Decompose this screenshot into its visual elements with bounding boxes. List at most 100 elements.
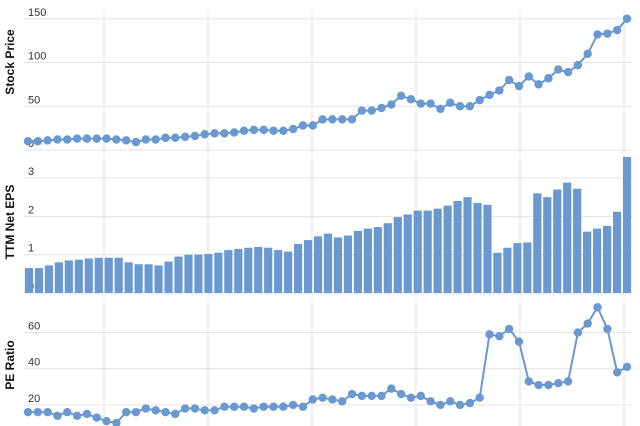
stock-price-data-point <box>583 49 592 58</box>
ttm-net-eps-bar <box>593 228 602 293</box>
stock-price-data-point <box>338 115 347 124</box>
pe-ratio-data-point <box>475 393 484 402</box>
stock-price-data-point <box>318 115 327 124</box>
stock-price-data-point <box>53 135 62 144</box>
stock-price-data-point <box>387 100 396 109</box>
stock-price-data-point <box>328 115 337 124</box>
ttm-net-eps-bar <box>533 193 542 293</box>
ttm-net-eps-bar <box>583 231 592 293</box>
stock-price-data-point <box>396 91 406 100</box>
ttm-net-eps-bar <box>343 235 353 293</box>
stock-price-data-point <box>279 126 288 135</box>
pe-ratio-data-point <box>151 406 160 415</box>
stock-price-data-point <box>563 67 573 77</box>
stock-price-data-point <box>121 136 131 145</box>
pe-ratio-data-point <box>239 402 249 411</box>
pe-ratio-data-point <box>318 393 327 402</box>
ttm-net-eps-bar <box>34 268 44 293</box>
pe-ratio-data-point <box>485 330 494 339</box>
stock-price-data-point <box>347 115 357 124</box>
stock-price-data-point <box>514 81 524 91</box>
pe-ratio-data-point <box>200 406 209 415</box>
stock-price-data-point <box>82 134 92 143</box>
ttm-net-eps-bar <box>373 227 382 293</box>
pe-ratio-data-point <box>436 400 445 410</box>
ttm-net-eps-panel: 0123TTM Net EPS <box>3 155 632 297</box>
stock-price-data-point <box>298 121 308 130</box>
ttm-net-eps-bar <box>313 236 323 293</box>
stock-price-data-point <box>200 130 209 139</box>
ttm-net-eps-bar <box>553 189 562 293</box>
stock-price-data-point <box>210 129 219 138</box>
ttm-net-eps-bar <box>264 247 273 293</box>
ttm-net-eps-bar <box>294 243 303 293</box>
ttm-net-eps-bar <box>393 217 402 293</box>
pe-ratio-data-point <box>308 395 317 404</box>
stock-price-data-point <box>357 106 367 115</box>
pe-ratio-data-point <box>396 389 406 399</box>
ttm-net-eps-bar <box>184 254 193 293</box>
pe-ratio-data-point <box>544 380 553 390</box>
stock-price-data-point <box>377 103 386 113</box>
stock-price-data-point <box>220 129 229 138</box>
stock-price-data-point <box>249 125 259 135</box>
stock-price-axis-title: Stock Price <box>3 29 17 95</box>
ttm-net-eps-bar <box>383 223 392 293</box>
pe-ratio-data-point <box>563 377 573 386</box>
ttm-net-eps-bar <box>214 252 223 293</box>
pe-ratio-data-point <box>554 379 563 388</box>
pe-ratio-data-point <box>573 328 583 337</box>
pe-ratio-data-point <box>269 402 278 411</box>
pe-ratio-data-point <box>53 411 62 420</box>
pe-ratio-data-point <box>504 324 514 334</box>
stock-price-data-point <box>367 106 376 115</box>
stock-price-data-point <box>416 99 425 108</box>
ttm-net-eps-bar <box>612 211 622 293</box>
stock-price-data-point <box>23 137 33 146</box>
pe-ratio-data-point <box>603 324 612 334</box>
ttm-net-eps-bar <box>24 268 34 293</box>
ttm-net-eps-bar <box>74 259 83 293</box>
pe-ratio-data-point <box>220 402 229 411</box>
stock-price-data-point <box>72 134 82 143</box>
stock-price-data-point <box>102 134 111 143</box>
ttm-net-eps-bar <box>303 240 313 293</box>
stock-price-data-point <box>259 125 268 135</box>
pe-ratio-data-point <box>338 397 347 406</box>
pe-ratio-data-point <box>622 362 632 372</box>
ttm-net-eps-bar <box>124 262 133 293</box>
pe-ratio-data-point <box>102 416 111 426</box>
ttm-net-eps-bar <box>274 250 283 293</box>
stock-price-data-point <box>161 133 170 142</box>
ttm-net-eps-bar <box>622 156 632 293</box>
pe-ratio-data-point <box>524 377 534 386</box>
stock-price-data-point <box>465 102 475 111</box>
ttm-net-eps-bar <box>523 242 532 293</box>
pe-ratio-data-point <box>43 407 52 417</box>
stock-price-data-point <box>495 86 504 95</box>
stock-price-data-point <box>288 124 298 134</box>
pe-ratio-y-tick-label: 20 <box>28 393 40 405</box>
ttm-net-eps-bar <box>234 248 243 293</box>
ttm-net-eps-bar <box>463 197 472 293</box>
ttm-net-eps-bar <box>224 250 233 293</box>
pe-ratio-data-point <box>455 400 465 410</box>
ttm-net-eps-bar <box>204 253 213 293</box>
stock-price-y-tick-label: 150 <box>28 7 46 19</box>
stock-price-data-point <box>603 29 612 38</box>
pe-ratio-data-point <box>249 404 259 413</box>
stock-price-data-point <box>131 137 141 147</box>
ttm-net-eps-bar <box>94 257 103 293</box>
ttm-net-eps-bar <box>563 182 572 293</box>
ttm-net-eps-bar <box>44 265 54 293</box>
pe-ratio-data-point <box>23 407 33 417</box>
stock-price-data-point <box>190 131 200 141</box>
ttm-net-eps-bar <box>114 257 123 293</box>
ttm-net-eps-bar <box>602 225 612 293</box>
pe-ratio-y-tick-label: 40 <box>28 357 40 369</box>
stock-price-data-point <box>269 126 278 135</box>
pe-ratio-axis-title: PE Ratio <box>3 340 17 389</box>
ttm-net-eps-bar <box>413 210 422 293</box>
stock-price-panel: 050100150Stock Price <box>3 7 632 154</box>
